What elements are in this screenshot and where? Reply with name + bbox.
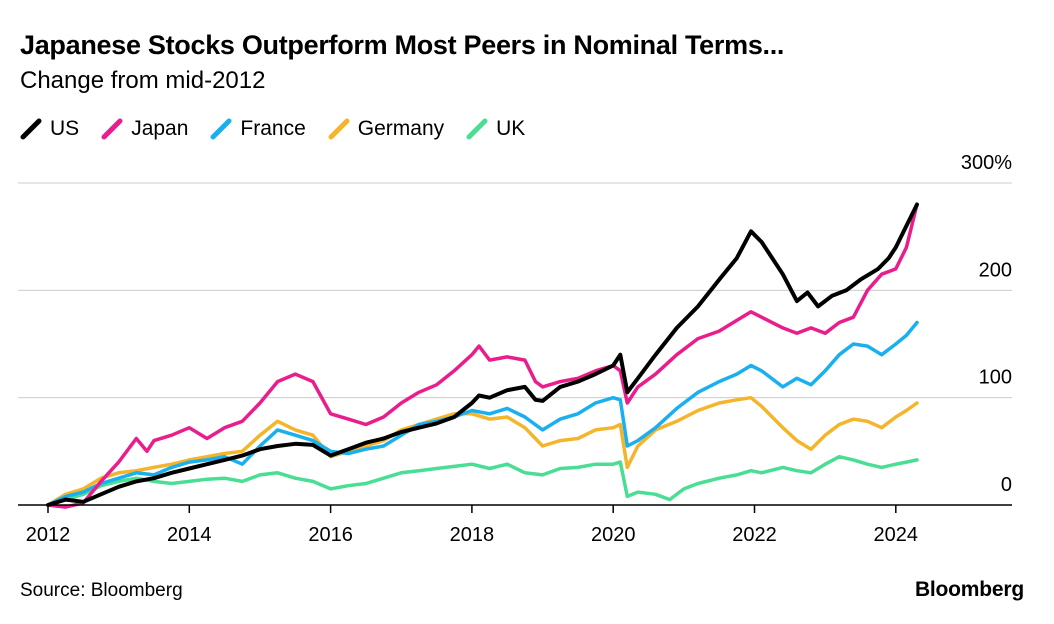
x-tick-label: 2016 <box>308 524 353 546</box>
legend-label: Germany <box>357 117 445 140</box>
legend-swatch <box>101 118 123 140</box>
y-tick-label: 300% <box>961 152 1012 174</box>
x-tick-label: 2014 <box>167 524 212 546</box>
legend: US Japan France Germany UK <box>20 117 547 141</box>
x-tick-label: 2018 <box>450 524 495 546</box>
source-note: Source: Bloomberg <box>20 580 183 601</box>
x-tick-label: 2020 <box>591 524 636 546</box>
series-line-germany <box>46 395 919 507</box>
brand-logo: Bloomberg <box>914 578 1024 601</box>
legend-item-france: France <box>210 117 306 141</box>
legend-swatch <box>328 118 350 140</box>
x-tick-label: 2024 <box>874 524 919 546</box>
legend-label: US <box>50 117 80 140</box>
legend-swatch <box>20 118 42 140</box>
series-line-japan <box>46 202 919 509</box>
legend-item-germany: Germany <box>328 117 444 141</box>
chart-subtitle: Change from mid-2012 <box>20 67 266 94</box>
legend-item-uk: UK <box>466 117 525 141</box>
legend-label: UK <box>496 117 526 140</box>
series-line-france <box>46 320 919 507</box>
y-tick-label: 100 <box>979 367 1012 389</box>
series-line-us <box>46 202 919 507</box>
y-tick-label: 0 <box>1001 474 1012 496</box>
chart-title: Japanese Stocks Outperform Most Peers in… <box>20 30 785 60</box>
y-tick-label: 200 <box>979 259 1012 281</box>
legend-swatch <box>210 118 232 140</box>
legend-swatch <box>466 118 488 140</box>
line-chart: 0 100 200 300% 2012 2014 2016 2018 2020 2022 2024 <box>18 152 1012 546</box>
legend-item-us: US <box>20 117 79 141</box>
series-line-uk <box>46 454 919 507</box>
x-tick-label: 2022 <box>732 524 777 546</box>
legend-item-japan: Japan <box>101 117 188 141</box>
legend-label: France <box>240 117 306 140</box>
x-tick-label: 2012 <box>26 524 71 546</box>
legend-label: Japan <box>131 117 189 140</box>
